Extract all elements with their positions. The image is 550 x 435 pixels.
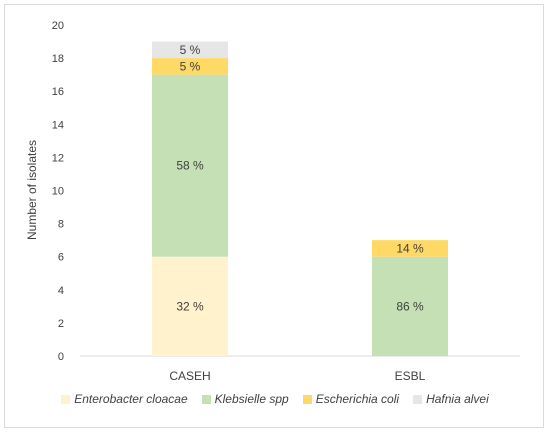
legend-label: Enterobacter cloacae (74, 392, 188, 406)
legend-item: Klebsielle spp (201, 392, 289, 406)
bars (152, 41, 448, 356)
data-label: 32 % (176, 299, 204, 313)
y-tick-label: 12 (52, 152, 64, 164)
legend: Enterobacter cloacae Klebsielle spp Escher… (0, 392, 550, 406)
category-labels: CASEH ESBL (169, 369, 425, 383)
data-label: 86 % (396, 299, 424, 313)
legend-label: Escherichia coli (315, 392, 400, 406)
legend-swatch (413, 394, 423, 404)
data-label: 58 % (176, 159, 204, 173)
bar-segment (372, 256, 448, 356)
legend-item: Hafnia alvei (413, 392, 489, 406)
y-tick-label: 10 (52, 186, 64, 198)
y-tick-label: 6 (58, 252, 64, 264)
chart-frame (4, 4, 544, 428)
bar-segment (152, 74, 228, 257)
category-label: ESBL (395, 369, 426, 383)
bar-segment (372, 240, 448, 257)
y-tick-label: 4 (58, 285, 64, 297)
bar-segment (152, 256, 228, 356)
y-tick-label: 0 (58, 351, 64, 363)
category-label: CASEH (169, 369, 210, 383)
y-tick-label: 14 (52, 119, 64, 131)
y-tick-label: 20 (52, 20, 64, 32)
y-tick-label: 16 (52, 86, 64, 98)
y-axis-label: Number of isolates (25, 140, 39, 240)
y-tick-label: 18 (52, 53, 64, 65)
data-label: 5 % (180, 59, 201, 73)
data-label: 5 % (180, 43, 201, 57)
legend-swatch (61, 394, 71, 404)
data-labels: 32 % 58 % 5 % 5 % 86 % 14 % (176, 43, 424, 314)
y-tick-label: 8 (58, 219, 64, 231)
data-label: 14 % (396, 241, 424, 255)
y-tick-label: 2 (58, 318, 64, 330)
legend-swatch (302, 394, 312, 404)
y-axis-ticks: 0 2 4 6 8 10 12 14 16 18 20 (52, 20, 64, 363)
legend-item: Escherichia coli (302, 392, 400, 406)
legend-item: Enterobacter cloacae (61, 392, 188, 406)
legend-label: Klebsielle spp (214, 392, 289, 406)
bar-segment (152, 58, 228, 75)
legend-label: Hafnia alvei (426, 392, 489, 406)
bar-segment (152, 41, 228, 59)
legend-swatch (201, 394, 211, 404)
